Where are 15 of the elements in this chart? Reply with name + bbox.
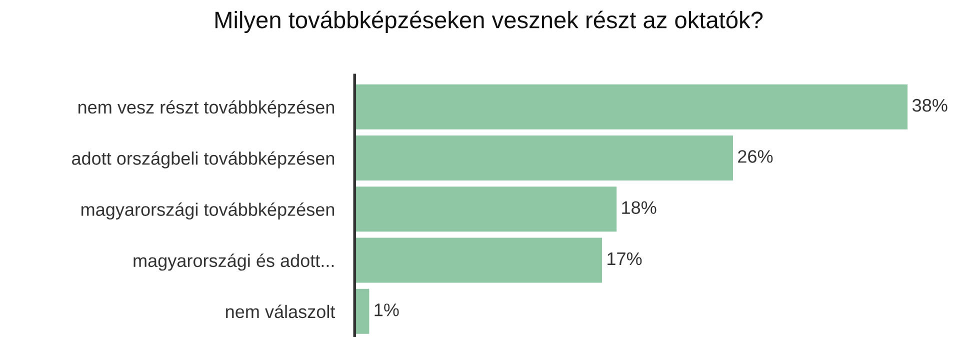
y-tick-label: magyarországi továbbképzésen	[81, 202, 334, 220]
data-label: 17%	[608, 252, 642, 266]
y-tick-label: nem vesz részt továbbképzésen	[78, 100, 334, 118]
data-label: 26%	[738, 150, 773, 163]
y-tick-label: adott országbeli továbbképzésen	[72, 151, 334, 168]
y-tick-label: magyarországi és adott...	[134, 254, 334, 271]
bar	[354, 186, 617, 232]
data-label: 1%	[374, 304, 399, 316]
bar	[354, 136, 734, 181]
bar	[354, 84, 908, 130]
y-tick-label: nem válaszolt	[226, 304, 336, 318]
data-label: 38%	[912, 98, 948, 112]
data-label: 18%	[622, 201, 656, 214]
chart-title: Milyen továbbképzéseken vesznek részt az oktatók?	[216, 10, 763, 34]
bar	[354, 238, 602, 283]
